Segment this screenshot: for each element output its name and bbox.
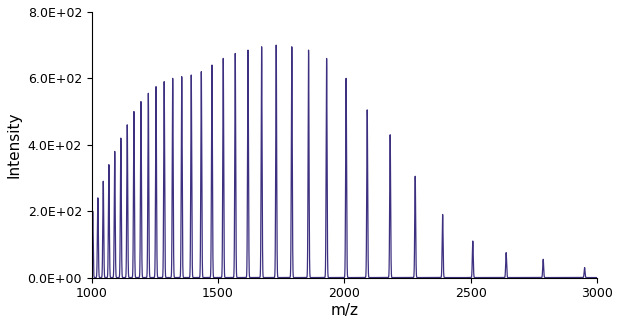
- X-axis label: m/z: m/z: [330, 303, 358, 318]
- Y-axis label: Intensity: Intensity: [7, 111, 22, 178]
